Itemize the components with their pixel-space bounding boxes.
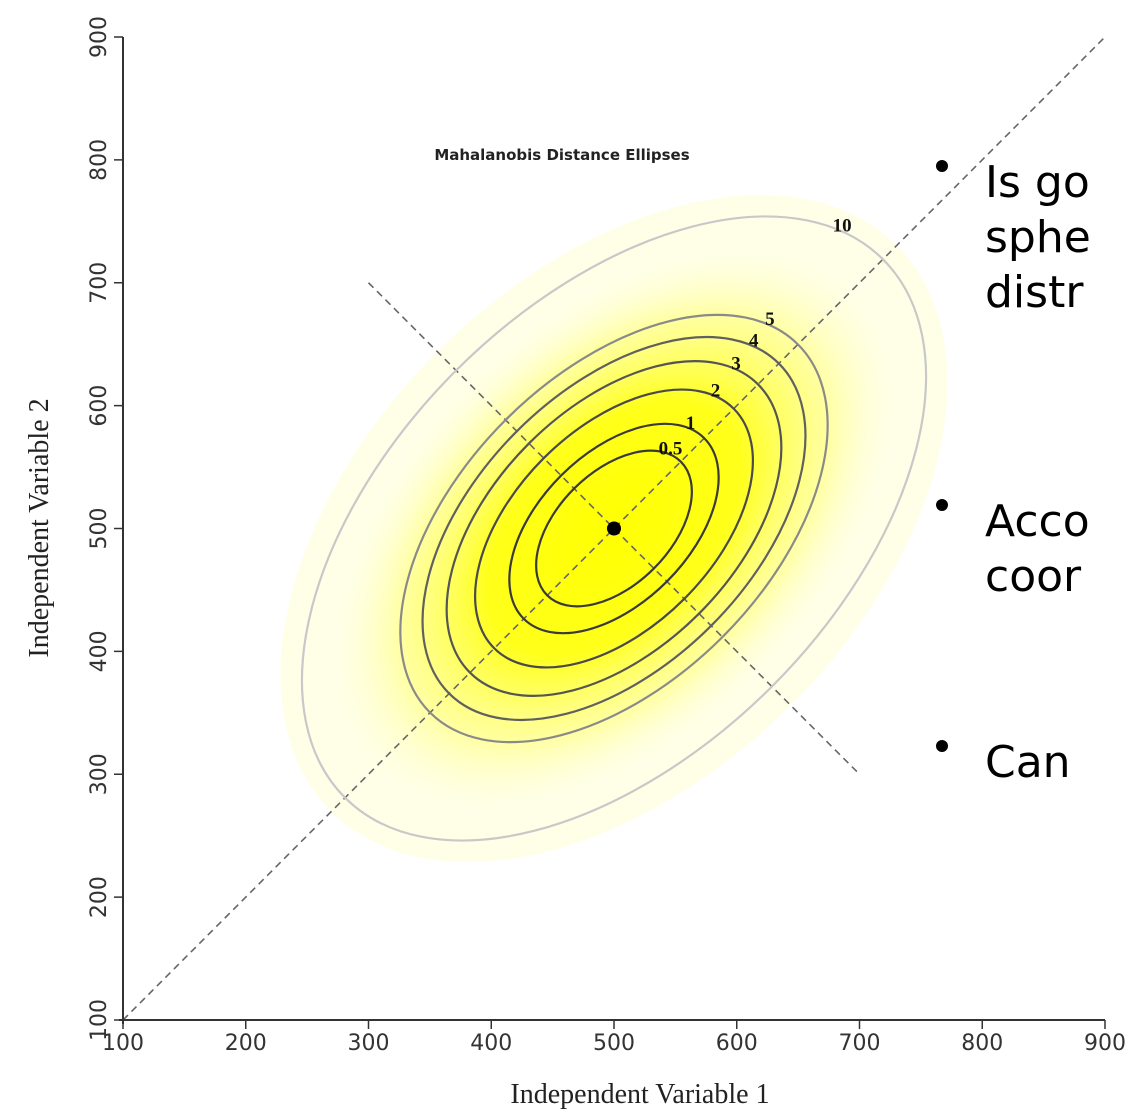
bullet-dot [936, 740, 948, 752]
contour-ellipse [445, 360, 783, 697]
contour-ellipse [300, 215, 928, 842]
dashed-axis-line [367, 282, 861, 775]
bullet-text: Is go [985, 157, 1090, 208]
x-tick-label: 300 [348, 1031, 390, 1056]
y-tick-label: 900 [87, 16, 112, 58]
center-point [607, 521, 621, 536]
contour-label: 5 [765, 309, 775, 330]
x-tick-label: 400 [470, 1031, 512, 1056]
y-tick-label: 200 [87, 876, 112, 918]
x-tick-label: 700 [839, 1031, 881, 1056]
dashed-axis-line [122, 36, 1106, 1021]
y-tick-label: 100 [87, 999, 112, 1041]
contour-label: 0.5 [659, 439, 683, 460]
bullet-text: coor [985, 551, 1082, 602]
contour-ellipse [421, 335, 807, 722]
bullet-text: sphe [985, 212, 1091, 263]
y-tick-label: 600 [87, 385, 112, 427]
x-tick-label: 900 [1084, 1031, 1126, 1056]
contour-label: 4 [749, 330, 759, 351]
x-tick-label: 600 [716, 1031, 758, 1056]
x-tick-label: 800 [961, 1031, 1003, 1056]
y-tick-label: 400 [87, 630, 112, 672]
contour-ellipse [508, 422, 720, 635]
contour-ellipse [474, 388, 754, 669]
bullet-text: distr [985, 267, 1084, 318]
y-axis-label: Independent Variable 2 [24, 398, 55, 657]
contour-label: 2 [711, 380, 721, 401]
x-axis-label: Independent Variable 1 [510, 1079, 769, 1110]
contour-label: 3 [731, 353, 741, 374]
y-tick-label: 700 [87, 262, 112, 304]
contour-ellipse [535, 449, 693, 608]
bullet-dot [936, 499, 948, 511]
contour-label: 10 [833, 215, 852, 236]
contour-label: 1 [686, 413, 696, 434]
chart-title: Mahalanobis Distance Ellipses [434, 146, 689, 164]
y-tick-label: 300 [87, 753, 112, 795]
bullet-text: Can [985, 737, 1071, 788]
y-tick-label: 500 [87, 508, 112, 550]
bullet-dot [936, 160, 948, 172]
x-tick-label: 500 [593, 1031, 635, 1056]
contour-ellipse [399, 313, 829, 744]
y-tick-label: 800 [87, 139, 112, 181]
x-tick-label: 200 [225, 1031, 267, 1056]
bullet-text: Acco [985, 496, 1090, 547]
x-tick-label: 100 [102, 1031, 144, 1056]
